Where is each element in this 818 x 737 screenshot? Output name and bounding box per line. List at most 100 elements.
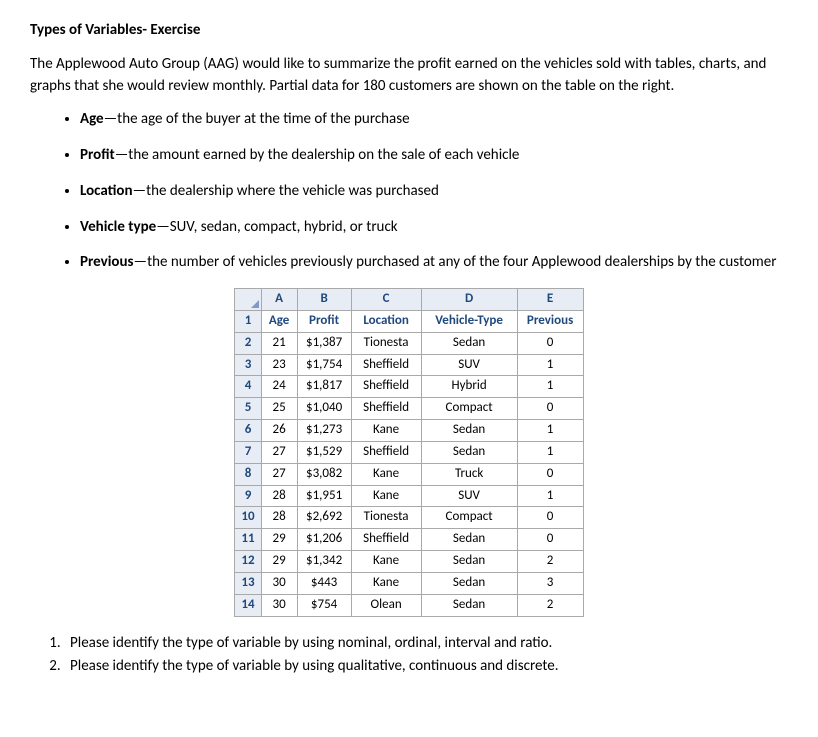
data-cell[interactable]: Hybrid xyxy=(421,376,517,398)
data-cell[interactable]: 27 xyxy=(261,463,297,485)
table-row: 727$1,529SheffieldSedan1 xyxy=(235,441,583,463)
data-cell[interactable]: Olean xyxy=(351,594,421,616)
data-cell[interactable]: 28 xyxy=(261,507,297,529)
data-cell[interactable]: Sheffield xyxy=(351,529,421,551)
column-letter-E[interactable]: E xyxy=(517,289,583,311)
data-cell[interactable]: 27 xyxy=(261,441,297,463)
data-cell[interactable]: 3 xyxy=(517,572,583,594)
row-number[interactable]: 7 xyxy=(235,441,261,463)
row-number[interactable]: 4 xyxy=(235,376,261,398)
data-cell[interactable]: Kane xyxy=(351,420,421,442)
data-cell[interactable]: 1 xyxy=(517,354,583,376)
row-number[interactable]: 10 xyxy=(235,507,261,529)
data-cell[interactable]: Kane xyxy=(351,572,421,594)
data-cell[interactable]: 30 xyxy=(261,594,297,616)
row-number[interactable]: 11 xyxy=(235,529,261,551)
data-cell[interactable]: SUV xyxy=(421,485,517,507)
data-cell[interactable]: Sedan xyxy=(421,529,517,551)
row-number[interactable]: 13 xyxy=(235,572,261,594)
data-cell[interactable]: $3,082 xyxy=(297,463,351,485)
data-cell[interactable]: 0 xyxy=(517,332,583,354)
data-cell[interactable]: $1,273 xyxy=(297,420,351,442)
data-cell[interactable]: Sheffield xyxy=(351,398,421,420)
row-number[interactable]: 8 xyxy=(235,463,261,485)
data-cell[interactable]: 1 xyxy=(517,376,583,398)
column-letter-B[interactable]: B xyxy=(297,289,351,311)
table-row: 1229$1,342KaneSedan2 xyxy=(235,551,583,573)
variable-item: Age—the age of the buyer at the time of … xyxy=(80,109,788,131)
row-number[interactable]: 6 xyxy=(235,420,261,442)
page-title: Types of Variables- Exercise xyxy=(30,20,788,42)
table-row: 827$3,082KaneTruck0 xyxy=(235,463,583,485)
row-number[interactable]: 9 xyxy=(235,485,261,507)
row-number[interactable]: 3 xyxy=(235,354,261,376)
data-cell[interactable]: $1,387 xyxy=(297,332,351,354)
data-cell[interactable]: $1,951 xyxy=(297,485,351,507)
variable-item: Vehicle type—SUV, sedan, compact, hybrid… xyxy=(80,217,788,239)
data-cell[interactable]: 29 xyxy=(261,551,297,573)
data-cell[interactable]: $1,040 xyxy=(297,398,351,420)
data-cell[interactable]: 23 xyxy=(261,354,297,376)
data-cell[interactable]: Sedan xyxy=(421,420,517,442)
data-cell[interactable]: Truck xyxy=(421,463,517,485)
row-number[interactable]: 5 xyxy=(235,398,261,420)
data-cell[interactable]: 1 xyxy=(517,441,583,463)
column-letter-C[interactable]: C xyxy=(351,289,421,311)
variable-term: Profit xyxy=(80,146,115,164)
data-cell[interactable]: Compact xyxy=(421,507,517,529)
data-cell[interactable]: 2 xyxy=(517,551,583,573)
data-cell[interactable]: $1,206 xyxy=(297,529,351,551)
data-cell[interactable]: $443 xyxy=(297,572,351,594)
data-cell[interactable]: Sedan xyxy=(421,441,517,463)
data-cell[interactable]: $1,342 xyxy=(297,551,351,573)
select-all-corner[interactable] xyxy=(235,289,261,311)
field-header-cell[interactable]: Age xyxy=(261,310,297,332)
column-letter-A[interactable]: A xyxy=(261,289,297,311)
data-cell[interactable]: 30 xyxy=(261,572,297,594)
column-letter-D[interactable]: D xyxy=(421,289,517,311)
data-cell[interactable]: 0 xyxy=(517,463,583,485)
data-cell[interactable]: Kane xyxy=(351,485,421,507)
data-cell[interactable]: 2 xyxy=(517,594,583,616)
data-cell[interactable]: Sheffield xyxy=(351,354,421,376)
field-header-cell[interactable]: Profit xyxy=(297,310,351,332)
data-cell[interactable]: 0 xyxy=(517,507,583,529)
field-header-cell[interactable]: Previous xyxy=(517,310,583,332)
data-cell[interactable]: 29 xyxy=(261,529,297,551)
data-cell[interactable]: Tionesta xyxy=(351,332,421,354)
data-cell[interactable]: Sedan xyxy=(421,594,517,616)
data-cell[interactable]: Sheffield xyxy=(351,376,421,398)
data-cell[interactable]: Sedan xyxy=(421,551,517,573)
row-number[interactable]: 12 xyxy=(235,551,261,573)
data-cell[interactable]: 24 xyxy=(261,376,297,398)
data-cell[interactable]: 26 xyxy=(261,420,297,442)
data-cell[interactable]: $1,529 xyxy=(297,441,351,463)
data-cell[interactable]: $2,692 xyxy=(297,507,351,529)
data-cell[interactable]: 0 xyxy=(517,529,583,551)
data-cell[interactable]: Sheffield xyxy=(351,441,421,463)
field-header-cell[interactable]: Vehicle-Type xyxy=(421,310,517,332)
data-cell[interactable]: Sedan xyxy=(421,572,517,594)
data-cell[interactable]: 28 xyxy=(261,485,297,507)
data-cell[interactable]: Tionesta xyxy=(351,507,421,529)
variable-desc: —the age of the buyer at the time of the… xyxy=(104,110,410,128)
data-cell[interactable]: 1 xyxy=(517,485,583,507)
data-cell[interactable]: 25 xyxy=(261,398,297,420)
data-cell[interactable]: SUV xyxy=(421,354,517,376)
data-cell[interactable]: 21 xyxy=(261,332,297,354)
field-header-cell[interactable]: Location xyxy=(351,310,421,332)
table-row: 928$1,951KaneSUV1 xyxy=(235,485,583,507)
data-cell[interactable]: Kane xyxy=(351,463,421,485)
row-number[interactable]: 14 xyxy=(235,594,261,616)
data-cell[interactable]: $1,754 xyxy=(297,354,351,376)
excel-table-container: ABCDE1AgeProfitLocationVehicle-TypePrevi… xyxy=(30,288,788,617)
row-number[interactable]: 2 xyxy=(235,332,261,354)
data-cell[interactable]: Compact xyxy=(421,398,517,420)
data-cell[interactable]: $754 xyxy=(297,594,351,616)
data-cell[interactable]: $1,817 xyxy=(297,376,351,398)
data-cell[interactable]: 0 xyxy=(517,398,583,420)
row-number[interactable]: 1 xyxy=(235,310,261,332)
data-cell[interactable]: Sedan xyxy=(421,332,517,354)
data-cell[interactable]: 1 xyxy=(517,420,583,442)
data-cell[interactable]: Kane xyxy=(351,551,421,573)
